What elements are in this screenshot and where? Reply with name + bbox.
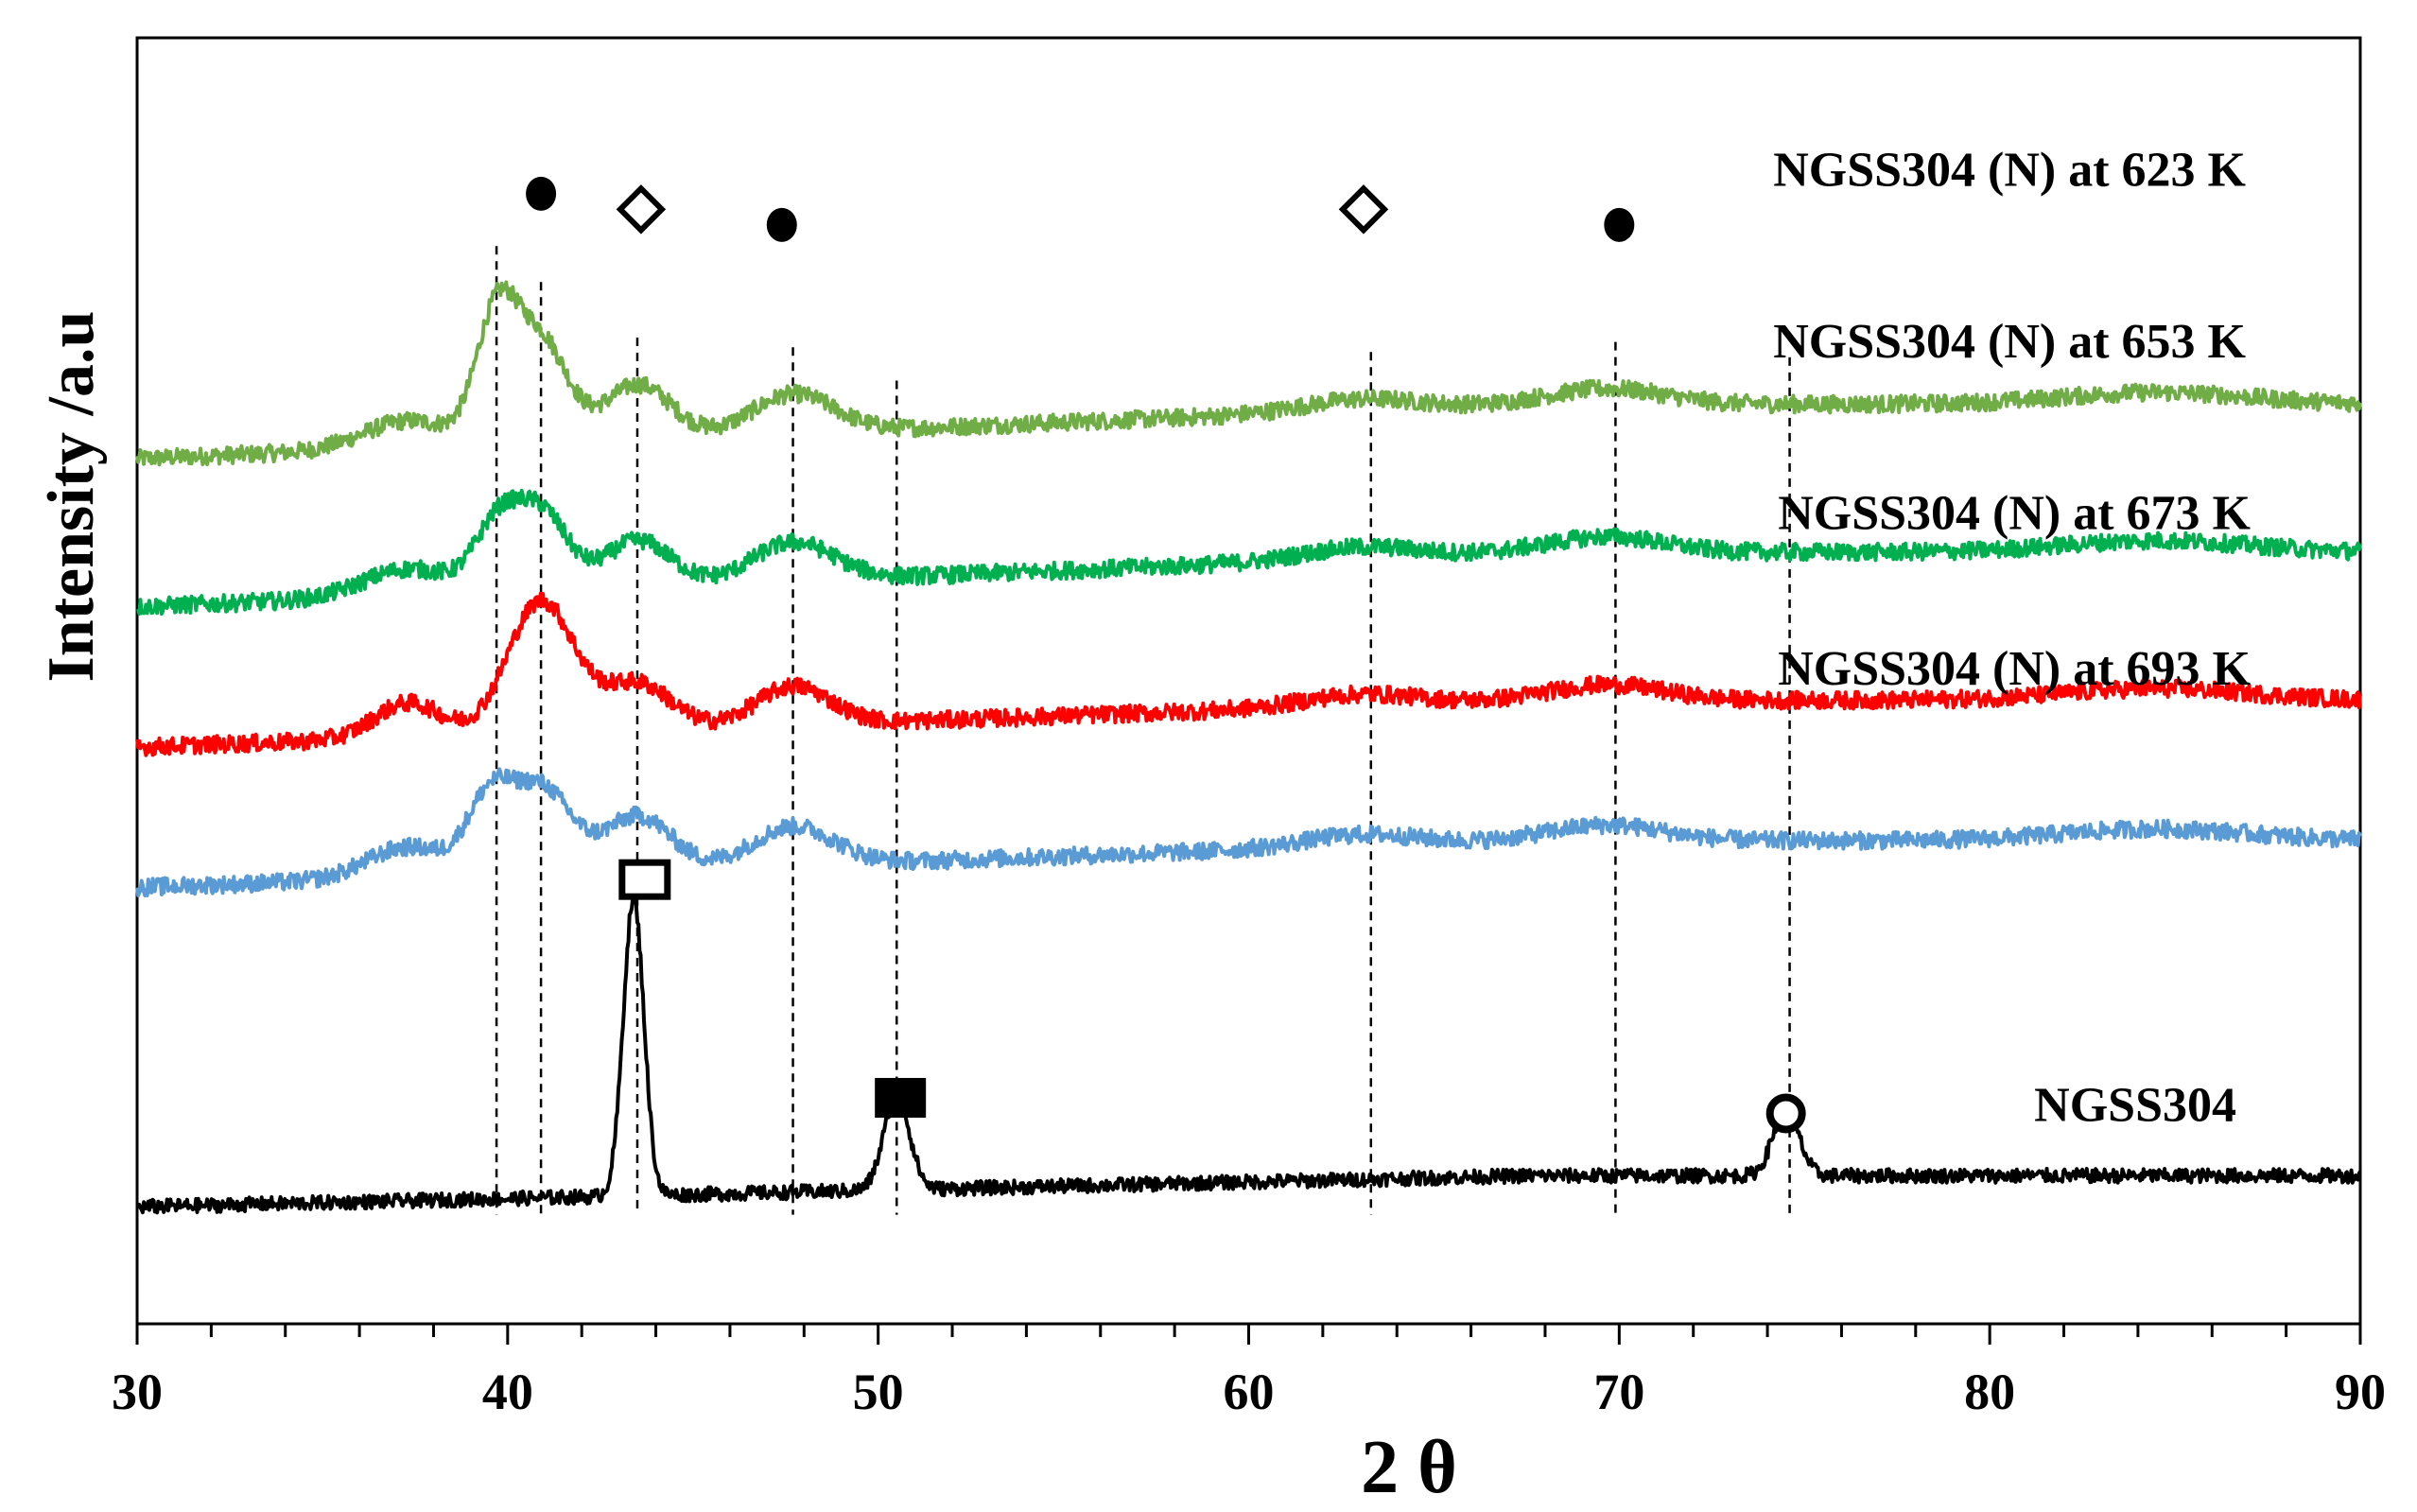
- series-line: [135, 488, 2362, 617]
- phase-marker-filled-circle: [1604, 207, 1635, 242]
- series-label: NGSS304 (N) at 653 K: [1773, 315, 2246, 369]
- series-labels: NGSS304 (N) at 623 K NGSS304 (N) at 653 K…: [1773, 144, 2251, 1133]
- x-tick-label: 30: [112, 1364, 163, 1420]
- x-axis-title: 2 θ: [1361, 1426, 1457, 1509]
- series-label: NGSS304 (N) at 673 K: [1778, 486, 2251, 540]
- series-label: NGSS304: [2034, 1079, 2236, 1133]
- x-tick-label: 70: [1593, 1364, 1644, 1420]
- series-label: NGSS304 (N) at 623 K: [1773, 144, 2246, 198]
- phase-marker-open-diamond: [616, 184, 667, 235]
- phase-marker-open-square: [618, 859, 671, 900]
- series-label: NGSS304 (N) at 693 K: [1778, 642, 2251, 696]
- series-line: [135, 591, 2362, 757]
- series-line: [135, 767, 2362, 897]
- series-lines: [135, 280, 2362, 1215]
- x-tick-label: 90: [2335, 1364, 2386, 1420]
- phase-marker-filled-square: [875, 1077, 927, 1118]
- phase-marker-open-circle: [1765, 1093, 1806, 1134]
- x-tick-label: 40: [482, 1364, 533, 1420]
- x-tick-label: 60: [1224, 1364, 1275, 1420]
- phase-marker-open-diamond: [1338, 184, 1389, 235]
- reference-lines: [495, 246, 1791, 1215]
- x-tick-label: 80: [1964, 1364, 2015, 1420]
- x-axis: 30 40 50 60 70 80 90: [112, 1324, 2386, 1420]
- phase-marker-filled-circle: [766, 207, 797, 242]
- series-line: [135, 280, 2362, 467]
- phase-marker-filled-circle: [526, 176, 557, 211]
- x-tick-label: 50: [853, 1364, 904, 1420]
- y-axis-title: Intensity /a.u: [35, 311, 108, 683]
- series-line: [135, 895, 2362, 1215]
- phase-markers: [526, 176, 1806, 1134]
